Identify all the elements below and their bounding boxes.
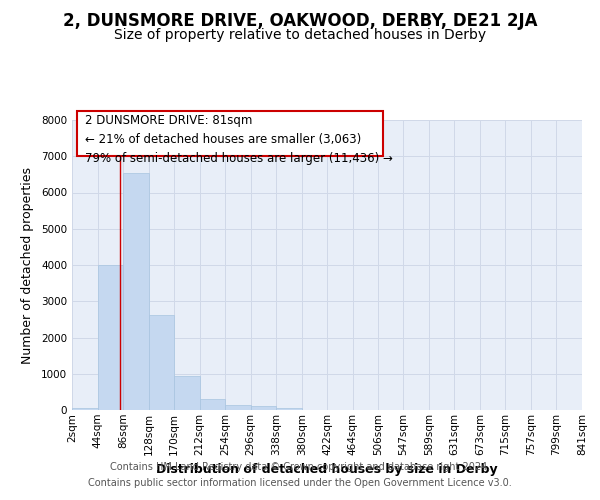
Text: Size of property relative to detached houses in Derby: Size of property relative to detached ho… xyxy=(114,28,486,42)
Text: Contains HM Land Registry data © Crown copyright and database right 2024.: Contains HM Land Registry data © Crown c… xyxy=(110,462,490,472)
Text: 2 DUNSMORE DRIVE: 81sqm
← 21% of detached houses are smaller (3,063)
79% of semi: 2 DUNSMORE DRIVE: 81sqm ← 21% of detache… xyxy=(85,114,392,165)
Bar xyxy=(98,265,123,410)
Bar xyxy=(225,406,251,410)
Bar xyxy=(149,315,174,410)
Bar xyxy=(251,406,276,410)
Bar xyxy=(72,408,98,410)
Bar xyxy=(174,376,200,410)
Text: Contains public sector information licensed under the Open Government Licence v3: Contains public sector information licen… xyxy=(88,478,512,488)
Y-axis label: Number of detached properties: Number of detached properties xyxy=(21,166,34,364)
Bar xyxy=(123,172,149,410)
FancyBboxPatch shape xyxy=(77,112,383,156)
Text: 2, DUNSMORE DRIVE, OAKWOOD, DERBY, DE21 2JA: 2, DUNSMORE DRIVE, OAKWOOD, DERBY, DE21 … xyxy=(63,12,537,30)
Bar xyxy=(200,399,225,410)
Bar xyxy=(276,408,302,410)
X-axis label: Distribution of detached houses by size in Derby: Distribution of detached houses by size … xyxy=(156,463,498,476)
